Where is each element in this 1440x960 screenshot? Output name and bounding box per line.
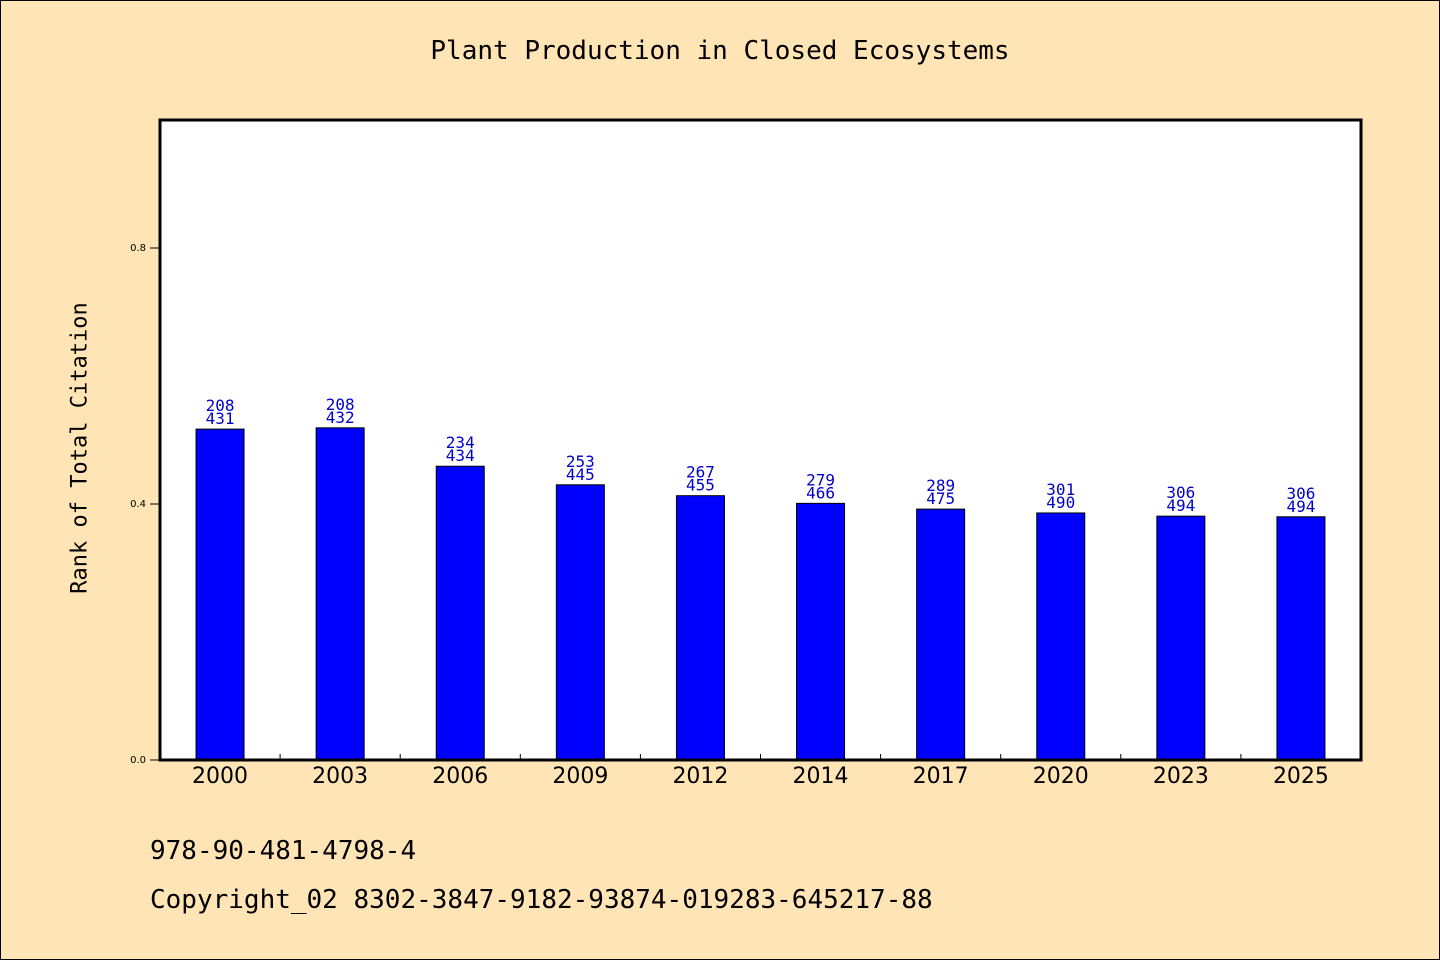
bar-label-top: 301 <box>1046 480 1075 499</box>
bar-label-top: 208 <box>326 395 355 414</box>
isbn-text: 978-90-481-4798-4 <box>150 836 417 866</box>
x-tick-label: 2009 <box>552 764 608 789</box>
x-tick-label: 2012 <box>672 764 728 789</box>
bar <box>916 508 966 761</box>
x-tick-label: 2017 <box>913 764 969 789</box>
chart-title: Plant Production in Closed Ecosystems <box>430 36 1010 66</box>
bar-label-top: 234 <box>446 433 475 452</box>
bar <box>796 502 846 761</box>
bar-label-bottom: 455 <box>686 476 715 495</box>
bar <box>195 428 245 761</box>
bar-label-bottom: 466 <box>806 483 835 502</box>
bar-label-bottom: 434 <box>446 446 475 465</box>
bar-label-top: 253 <box>566 452 595 471</box>
bar-label-bottom: 431 <box>206 409 235 428</box>
x-tick-label: 2014 <box>793 764 849 789</box>
copyright-text: Copyright_02 8302-3847-9182-93874-019283… <box>150 885 933 915</box>
y-tick-label: 0.4 <box>130 499 146 510</box>
bar <box>1276 516 1326 761</box>
x-tick-label: 2023 <box>1153 764 1209 789</box>
x-tick-label: 2025 <box>1273 764 1329 789</box>
bar <box>1036 512 1086 761</box>
bar-label-bottom: 432 <box>326 408 355 427</box>
bar-label-bottom: 494 <box>1166 496 1195 515</box>
y-tick-label: 0.8 <box>130 243 146 254</box>
x-tick-label: 2006 <box>432 764 488 789</box>
bar-label-bottom: 445 <box>566 465 595 484</box>
bar-label-top: 306 <box>1166 483 1195 502</box>
bar <box>675 495 725 761</box>
x-tick-label: 2000 <box>192 764 248 789</box>
bar-label-bottom: 490 <box>1046 493 1075 512</box>
bar-label-top: 306 <box>1286 484 1315 503</box>
bar-label-top: 279 <box>806 470 835 489</box>
plot-border <box>158 118 1363 762</box>
y-tick-label: 0.0 <box>130 755 146 766</box>
x-tick-label: 2003 <box>312 764 368 789</box>
bar-label-top: 267 <box>686 463 715 482</box>
bar-label-bottom: 475 <box>926 489 955 508</box>
bar <box>315 427 365 761</box>
x-tick-label: 2020 <box>1033 764 1089 789</box>
bar-label-top: 289 <box>926 476 955 495</box>
bar <box>1156 515 1206 761</box>
bar <box>435 465 485 761</box>
bar-label-bottom: 494 <box>1286 497 1315 516</box>
bar <box>555 484 605 761</box>
bar-label-top: 208 <box>206 396 235 415</box>
